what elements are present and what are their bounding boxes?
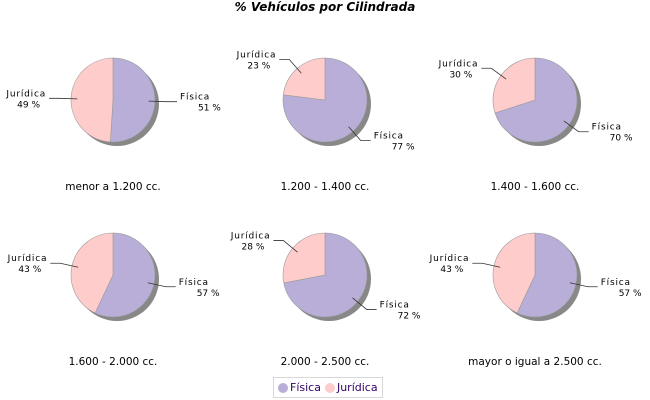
legend-item-juridica: Jurídica: [324, 381, 378, 394]
label-leader-line: [352, 297, 377, 310]
slice-percent-label: 57 %: [619, 289, 642, 299]
label-leader-line: [49, 97, 78, 100]
slice-name-label: Jurídica: [429, 254, 470, 264]
slice-name-label: Física: [592, 123, 622, 133]
slice-percent-label: 72 %: [398, 311, 421, 321]
pie-category-label: menor a 1.200 cc.: [65, 181, 160, 193]
legend-swatch-fisica: [278, 382, 288, 393]
legend: Física Jurídica: [273, 377, 383, 398]
label-leader-line: [472, 262, 501, 268]
label-leader-line: [348, 126, 371, 141]
slice-name-label: Física: [374, 132, 404, 142]
legend-item-fisica: Física: [278, 381, 321, 394]
chart-title: % Vehículos por Cilindrada: [234, 0, 416, 14]
slice-name-label: Jurídica: [5, 89, 46, 99]
pie-slice-juridica: [282, 232, 326, 284]
slice-name-label: Física: [380, 300, 410, 310]
slice-percent-label: 23 %: [247, 61, 270, 71]
slice-percent-label: 57 %: [197, 289, 220, 299]
slice-percent-label: 30 %: [449, 70, 472, 80]
pie-category-label: 1.600 - 2.000 cc.: [69, 356, 158, 368]
slice-name-label: Jurídica: [236, 50, 277, 60]
label-leader-line: [147, 282, 176, 288]
slice-percent-label: 28 %: [242, 243, 265, 253]
label-leader-line: [563, 120, 589, 133]
slice-name-label: Física: [601, 278, 631, 288]
slice-percent-label: 43 %: [18, 265, 41, 275]
slice-name-label: Física: [179, 278, 209, 288]
slice-name-label: Jurídica: [230, 232, 271, 242]
pie-slice-juridica: [282, 57, 326, 101]
slice-name-label: Física: [180, 93, 210, 103]
label-leader-line: [569, 282, 598, 288]
legend-label: Jurídica: [336, 381, 378, 394]
pie-slice-juridica: [70, 57, 114, 143]
slice-percent-label: 70 %: [610, 134, 633, 144]
slice-name-label: Jurídica: [7, 254, 48, 264]
pie-category-label: 2.000 - 2.500 cc.: [281, 356, 370, 368]
slice-percent-label: 49 %: [17, 100, 40, 110]
label-leader-line: [273, 240, 298, 253]
slice-percent-label: 51 %: [198, 104, 221, 114]
pie-category-label: 1.400 - 1.600 cc.: [491, 181, 580, 193]
label-leader-line: [50, 262, 79, 268]
legend-label: Física: [290, 381, 321, 394]
pie-category-label: mayor o igual a 2.500 cc.: [468, 356, 602, 368]
legend-swatch-juridica: [324, 382, 335, 393]
label-leader-line: [148, 100, 177, 103]
label-leader-line: [481, 67, 507, 80]
slice-name-label: Jurídica: [438, 59, 479, 69]
pie-category-label: 1.200 - 1.400 cc.: [281, 181, 370, 193]
slice-percent-label: 77 %: [392, 143, 415, 153]
label-leader-line: [279, 59, 302, 74]
slice-percent-label: 43 %: [440, 265, 463, 275]
